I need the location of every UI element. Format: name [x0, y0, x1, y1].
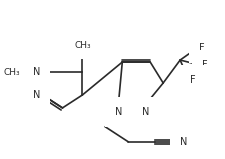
- Text: N: N: [142, 107, 149, 117]
- Text: F: F: [202, 60, 208, 70]
- Text: N: N: [33, 67, 40, 77]
- Text: N: N: [180, 137, 187, 147]
- Text: N: N: [115, 107, 122, 117]
- Text: N: N: [33, 90, 40, 100]
- Text: CH₃: CH₃: [74, 41, 91, 50]
- Text: F: F: [190, 75, 196, 85]
- Text: F: F: [199, 43, 205, 53]
- Text: CH₃: CH₃: [4, 68, 21, 76]
